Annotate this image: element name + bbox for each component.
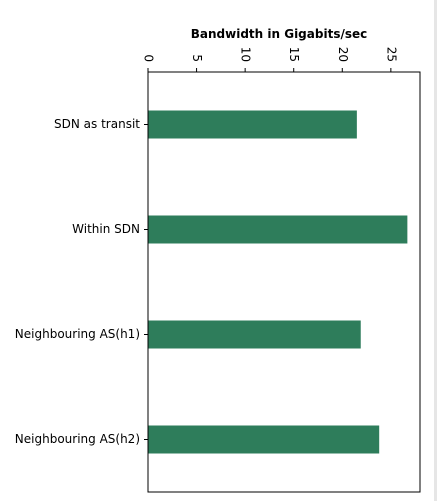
bar-1 (148, 215, 408, 244)
category-label-3: Neighbouring AS(h2) (15, 432, 140, 446)
bar-3 (148, 425, 380, 454)
plot-frame (147, 71, 421, 493)
chart-title: Bandwidth in Gigabits/sec (190, 27, 368, 41)
bar-2 (148, 320, 361, 349)
x-tick-label-4: 20 (336, 47, 350, 62)
category-label-2: Neighbouring AS(h1) (15, 327, 140, 341)
window-edge (434, 0, 437, 501)
bar-0 (148, 110, 357, 139)
x-tick-label-3: 15 (287, 47, 301, 62)
category-label-1: Within SDN (72, 222, 140, 236)
x-tick-label-0: 0 (142, 54, 156, 62)
x-tick-label-2: 10 (239, 47, 253, 62)
category-label-0: SDN as transit (54, 117, 140, 131)
x-tick-label-1: 5 (190, 54, 204, 62)
x-tick-label-5: 25 (384, 47, 398, 62)
